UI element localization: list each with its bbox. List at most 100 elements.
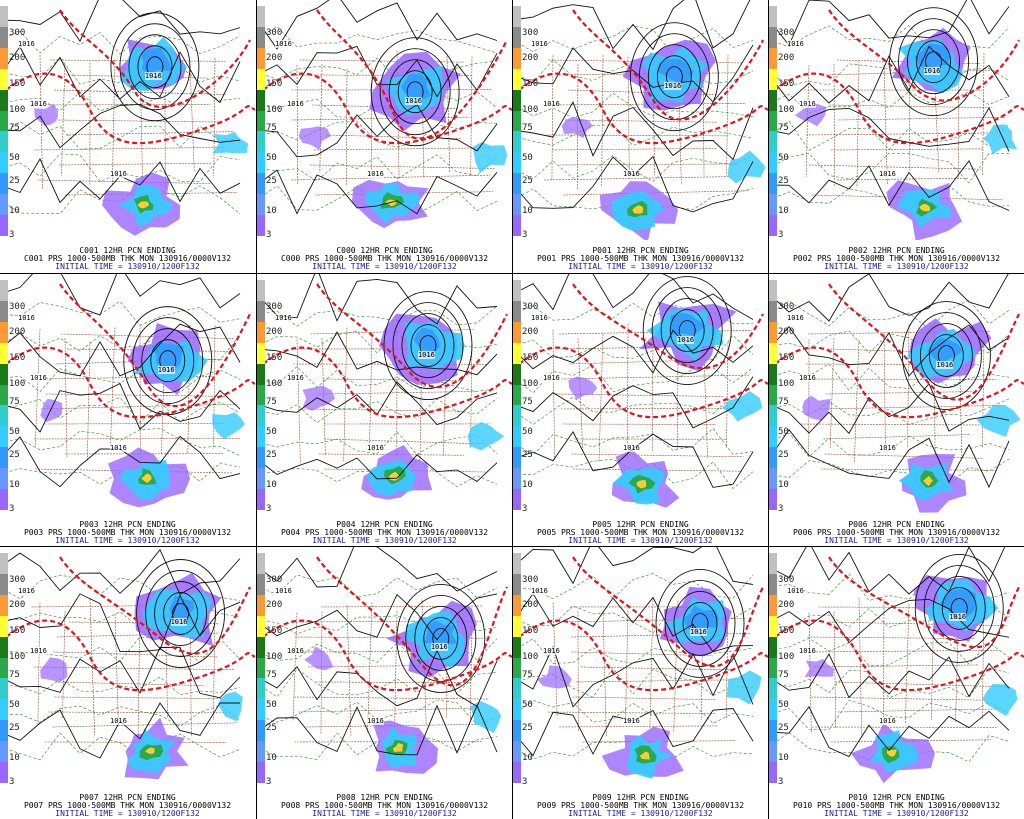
isobar-contour — [642, 276, 732, 386]
weather-map — [0, 548, 255, 780]
colorbar-tick-label: 100 — [266, 379, 283, 389]
precip-area-moderate — [217, 691, 243, 722]
colorbar-segment — [0, 553, 8, 574]
state-border-line — [309, 164, 496, 169]
precip-area-max — [141, 473, 152, 484]
colorbar-segment — [513, 47, 521, 69]
state-border-line — [394, 610, 398, 733]
weather-map — [513, 547, 768, 779]
thickness-dashed-line — [513, 92, 754, 119]
isobar-contour — [629, 22, 719, 132]
colorbar-tick-label: 300 — [522, 28, 539, 38]
thickness-dashed-line — [513, 427, 754, 456]
panel-caption-line2: P001 PRS 1000-500MB THK MON 130916/0000V… — [536, 254, 745, 263]
colorbar-tick-label: 75 — [9, 123, 20, 133]
state-border-line — [291, 174, 491, 181]
colorbar-tick-label: 10 — [266, 753, 277, 763]
colorbar-tick-label: 25 — [266, 723, 277, 733]
state-border-line — [293, 696, 490, 700]
isobar-contour — [0, 593, 241, 653]
colorbar-tick-label: 200 — [9, 327, 26, 337]
isobar-label: 1016 — [430, 643, 448, 652]
isobar-contour — [769, 45, 1010, 104]
colorbar-segment — [513, 110, 521, 132]
state-border-line — [34, 146, 225, 151]
state-border-line — [827, 348, 983, 354]
colorbar-tick-label: 10 — [778, 206, 789, 216]
thickness-dashed-line — [257, 732, 498, 760]
weather-map — [0, 274, 255, 508]
state-border-line — [833, 611, 836, 729]
colorbar-segment — [257, 678, 265, 700]
colorbar-tick-label: 25 — [778, 723, 789, 733]
isobar-label: 1016 — [18, 314, 35, 322]
panel-caption-line1: C001 12HR PCN ENDING — [79, 246, 176, 255]
thickness-dashed-line — [513, 699, 754, 724]
colorbar-tick-label: 100 — [778, 652, 795, 662]
colorbar-segment — [769, 363, 777, 385]
colorbar-segment — [513, 636, 521, 658]
isobar-label: 1016 — [30, 374, 47, 382]
isobar-contour — [513, 376, 754, 429]
thickness-dashed-line — [0, 301, 241, 326]
isobar-contour — [673, 590, 727, 656]
isobar-contour — [513, 274, 754, 320]
isobar-contour — [257, 331, 498, 376]
state-border-line — [651, 337, 654, 453]
colorbar-segment — [0, 342, 8, 364]
colorbar-segment — [257, 405, 265, 427]
panel-caption-line2: P008 PRS 1000-500MB THK MON 130916/0000V… — [280, 801, 489, 810]
colorbar-segment — [769, 342, 777, 364]
state-border-line — [66, 131, 234, 136]
thickness-dashed-line — [257, 57, 498, 80]
isobar-contour — [660, 298, 714, 364]
colorbar-segment — [257, 657, 265, 679]
panel-caption-line2: P010 PRS 1000-500MB THK MON 130916/0000V… — [792, 801, 1001, 810]
colorbar-tick-label: 3 — [266, 777, 272, 787]
isobar-label: 1016 — [30, 647, 47, 655]
forecast-panel-p006: 1016 1016 1016 1016 300 200 150 100 75 50 25 10 3 P00… — [769, 274, 1024, 546]
state-border-line — [602, 611, 607, 737]
isobar-contour — [257, 547, 498, 592]
forecast-panel-c000: 1016 1016 1016 1016 300 200 150 100 75 50 25 10 3 C00… — [257, 0, 512, 272]
precip-area-heavy — [401, 73, 431, 101]
colorbar-tick-label: 300 — [778, 302, 795, 312]
panel-initial-time: INITIAL TIME = 130910/1200F132 — [55, 809, 200, 818]
state-border-line — [933, 65, 940, 173]
isobar-contour — [257, 169, 498, 215]
thickness-540-line — [0, 346, 255, 419]
state-border-line — [883, 64, 888, 185]
colorbar-tick-label: 300 — [778, 28, 795, 38]
thickness-dashed-line — [0, 121, 241, 150]
panel-caption-line2: P005 PRS 1000-500MB THK MON 130916/0000V… — [536, 528, 745, 537]
state-border-line — [301, 408, 467, 412]
forecast-panel-p009: 1016 1016 1016 1016 300 200 150 100 75 50 25 10 3 P00… — [513, 547, 768, 819]
isobar-contour — [513, 101, 754, 161]
state-border-line — [37, 602, 41, 725]
colorbar-segment — [769, 68, 777, 90]
thickness-dashed-line — [769, 25, 1010, 49]
forecast-panel-p002: 1016 1016 1016 1016 300 200 150 100 75 50 25 10 3 P00… — [769, 0, 1024, 272]
state-border-line — [800, 423, 982, 426]
colorbar-tick-label: 50 — [266, 153, 277, 163]
thickness-540-line — [769, 346, 1024, 419]
colorbar-segment — [769, 26, 777, 48]
forecast-panel-p003: 1016 1016 1016 1016 300 200 150 100 75 50 25 10 3 P00… — [0, 274, 255, 546]
isobar-contour — [163, 592, 199, 635]
thickness-dashed-line — [257, 121, 498, 148]
panel-divider — [512, 0, 513, 819]
colorbar-segment — [257, 280, 265, 301]
thickness-dashed-line — [513, 302, 754, 324]
colorbar-segment — [513, 553, 521, 574]
colorbar-segment — [0, 110, 8, 132]
colorbar-tick-label: 3 — [778, 504, 784, 514]
colorbar-segment — [0, 489, 8, 510]
panel-caption-line1: P004 12HR PCN ENDING — [336, 520, 433, 529]
thickness-540-line — [257, 72, 512, 145]
state-border-line — [315, 681, 472, 683]
thickness-dashed-line — [257, 154, 498, 182]
isobar-label: 1016 — [879, 717, 896, 725]
colorbar-segment — [769, 384, 777, 406]
colorbar-segment — [769, 89, 777, 111]
forecast-panel-p004: 1016 1016 1016 1016 300 200 150 100 75 50 25 10 3 P00… — [257, 274, 512, 546]
